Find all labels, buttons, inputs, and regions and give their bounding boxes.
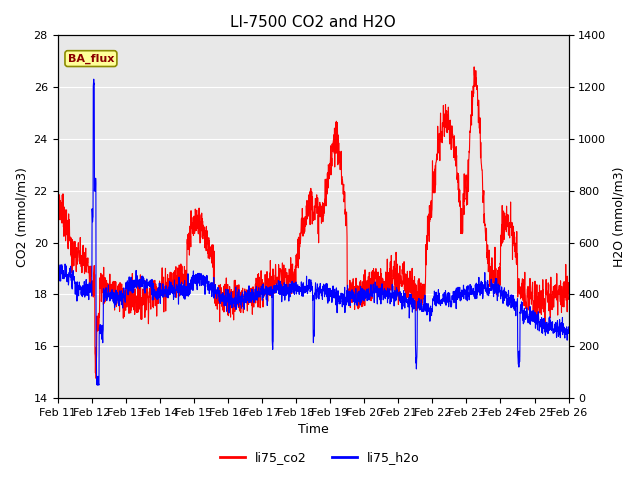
li75_h2o [196, 271, 204, 277]
Legend: li75_co2, li75_h2o: li75_co2, li75_h2o [215, 446, 425, 469]
Y-axis label: H2O (mmol/m3): H2O (mmol/m3) [612, 167, 625, 267]
li75_h2o [520, 320, 528, 325]
li75_h2o [90, 76, 97, 82]
Line: li75_h2o: li75_h2o [58, 79, 568, 385]
li75_h2o [93, 382, 101, 388]
li75_h2o [328, 300, 336, 305]
li75_h2o [339, 297, 347, 303]
li75_co2 [328, 155, 335, 161]
li75_co2 [196, 240, 204, 245]
Line: li75_co2: li75_co2 [58, 67, 568, 378]
li75_h2o [462, 287, 470, 293]
li75_h2o [54, 264, 61, 270]
Title: LI-7500 CO2 and H2O: LI-7500 CO2 and H2O [230, 15, 396, 30]
li75_co2 [461, 186, 469, 192]
li75_h2o [564, 324, 572, 330]
li75_co2 [520, 276, 528, 282]
li75_co2 [54, 185, 61, 191]
Y-axis label: CO2 (mmol/m3): CO2 (mmol/m3) [15, 167, 28, 266]
li75_co2 [564, 297, 572, 302]
li75_co2 [92, 375, 100, 381]
li75_co2 [534, 294, 542, 300]
X-axis label: Time: Time [298, 423, 328, 436]
li75_co2 [339, 181, 347, 187]
li75_h2o [534, 320, 542, 325]
li75_co2 [470, 64, 478, 70]
Text: BA_flux: BA_flux [68, 53, 114, 64]
